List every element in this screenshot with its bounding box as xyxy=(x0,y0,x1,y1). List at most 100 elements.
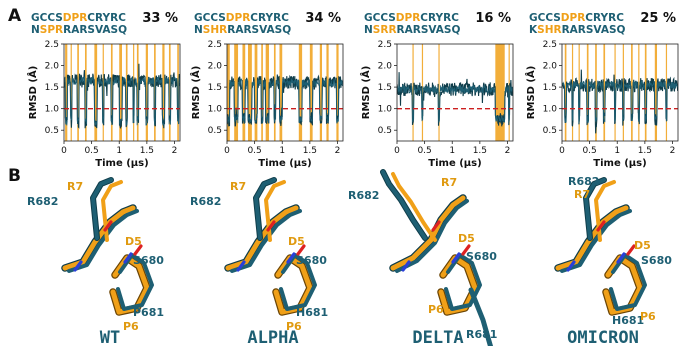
sequence-line-2: NSHRRARSVASQ xyxy=(194,24,291,36)
low-rmsd-band xyxy=(227,44,230,141)
sidechain-teal xyxy=(381,170,427,240)
low-rmsd-bands xyxy=(227,44,339,141)
low-rmsd-band xyxy=(102,44,104,141)
low-rmsd-band xyxy=(125,44,128,141)
sequence-line-1: GCCSDPRCRYRC xyxy=(529,12,624,24)
sequence-segment: CRYRC xyxy=(585,12,624,24)
residue-label-d5: D5 xyxy=(288,235,305,248)
y-tick-label: 1.0 xyxy=(45,105,60,115)
low-rmsd-band xyxy=(595,44,597,141)
low-rmsd-band xyxy=(336,44,339,141)
r681-sidechain xyxy=(468,287,494,346)
y-tick-label: 2.0 xyxy=(208,62,223,72)
atom-stub xyxy=(266,220,276,232)
rmsd-series-line xyxy=(64,63,180,129)
x-tick-label: 2 xyxy=(335,146,341,156)
low-rmsd-band xyxy=(412,44,414,141)
low-rmsd-band xyxy=(168,44,171,141)
x-axis-label: Time (μs) xyxy=(95,158,148,169)
low-rmsd-band xyxy=(578,44,580,141)
sequence-segment: SPR xyxy=(40,24,63,36)
residue-label-p6: P6 xyxy=(640,310,656,323)
y-tick-label: 0.5 xyxy=(208,126,222,136)
residue-label-p6: P6 xyxy=(286,320,302,333)
low-rmsd-band xyxy=(564,44,567,141)
y-tick-label: 2.5 xyxy=(378,40,392,50)
atom-stub xyxy=(123,252,133,264)
residue-label-r682: R682 xyxy=(348,189,379,202)
sequence-segment: GCCS xyxy=(529,12,561,24)
x-axis-label: Time (μs) xyxy=(258,158,311,169)
x-tick-label: 1.5 xyxy=(473,146,487,156)
atom-stub xyxy=(236,260,246,272)
atom-stub xyxy=(626,244,636,256)
sidechain-teal xyxy=(91,178,113,240)
backbone-teal xyxy=(395,199,469,273)
sequence-segment: CRYRC xyxy=(420,12,459,24)
sequence-segment: SRR xyxy=(373,24,397,36)
y-tick-label: 1.0 xyxy=(378,105,393,115)
y-axis-label: RMSD (Å) xyxy=(524,66,537,120)
percent-label: 16 % xyxy=(475,11,511,26)
atom-stub xyxy=(451,252,461,264)
residue-label-r682: R682 xyxy=(190,195,221,208)
y-tick-label: 2.5 xyxy=(45,40,59,50)
y-tick-label: 2.5 xyxy=(543,40,557,50)
low-rmsd-band xyxy=(265,44,269,141)
rmsd-series-line xyxy=(562,80,678,124)
residue-label-r682: R682 xyxy=(27,195,58,208)
rmsd-series-line xyxy=(397,84,513,123)
atom-stub xyxy=(431,220,441,232)
low-rmsd-bands xyxy=(65,44,179,141)
x-tick-label: 1.5 xyxy=(638,146,652,156)
residue-label-d5: D5 xyxy=(634,239,651,252)
x-tick-label: 0 xyxy=(61,146,67,156)
x-axis-label: Time (μs) xyxy=(428,158,481,169)
low-rmsd-band xyxy=(603,44,606,141)
atom-stub xyxy=(103,220,113,232)
sequence-segment: N xyxy=(194,24,203,36)
sequence-segment: DPR xyxy=(396,12,421,24)
low-rmsd-band xyxy=(622,44,624,141)
low-rmsd-band xyxy=(70,44,72,141)
structure-delta: R7 R682 D5 S680 R681 P6 DELTA xyxy=(348,169,497,346)
sequence-segment: CRYRC xyxy=(250,12,289,24)
low-rmsd-band xyxy=(319,44,323,141)
x-tick-label: 2 xyxy=(172,146,178,156)
sequence-segment: N xyxy=(31,24,40,36)
sequence-segment: RARSVASQ xyxy=(227,24,291,36)
atom-stub xyxy=(401,260,411,272)
x-tick-label: 2 xyxy=(505,146,511,156)
residue-label-p6: P6 xyxy=(428,303,444,316)
x-tick-label: 0.5 xyxy=(84,146,98,156)
x-tick-label: 0.5 xyxy=(417,146,431,156)
sequence-segment: SHR xyxy=(203,24,227,36)
sequence-segment: RARSVASQ xyxy=(397,24,461,36)
atom-stub xyxy=(596,220,606,232)
x-tick-label: 1 xyxy=(279,146,285,156)
x-tick-label: 0 xyxy=(224,146,230,156)
residue-label-s680: S680 xyxy=(133,254,164,267)
low-rmsd-band xyxy=(438,44,440,141)
residue-label-r7: R7 xyxy=(574,188,590,201)
percent-label: 25 % xyxy=(640,11,676,26)
sequence-segment: DPR xyxy=(561,12,586,24)
plot-frame xyxy=(396,43,514,142)
low-rmsd-band xyxy=(614,44,616,141)
rmsd-series-line xyxy=(227,77,343,124)
residue-label-s680: S680 xyxy=(466,250,497,263)
residue-label-s680: S680 xyxy=(296,254,327,267)
low-rmsd-band xyxy=(177,44,179,141)
plot-frame xyxy=(63,43,181,142)
low-rmsd-band xyxy=(94,44,98,141)
residue-label-p681: H681 xyxy=(296,306,328,319)
residue-label-p681: P681 xyxy=(133,306,164,319)
y-axis-label: RMSD (Å) xyxy=(189,66,202,120)
sequence-segment: GCCS xyxy=(31,12,63,24)
low-rmsd-band xyxy=(421,44,424,141)
low-rmsd-band xyxy=(298,44,303,141)
low-rmsd-band xyxy=(644,44,647,141)
